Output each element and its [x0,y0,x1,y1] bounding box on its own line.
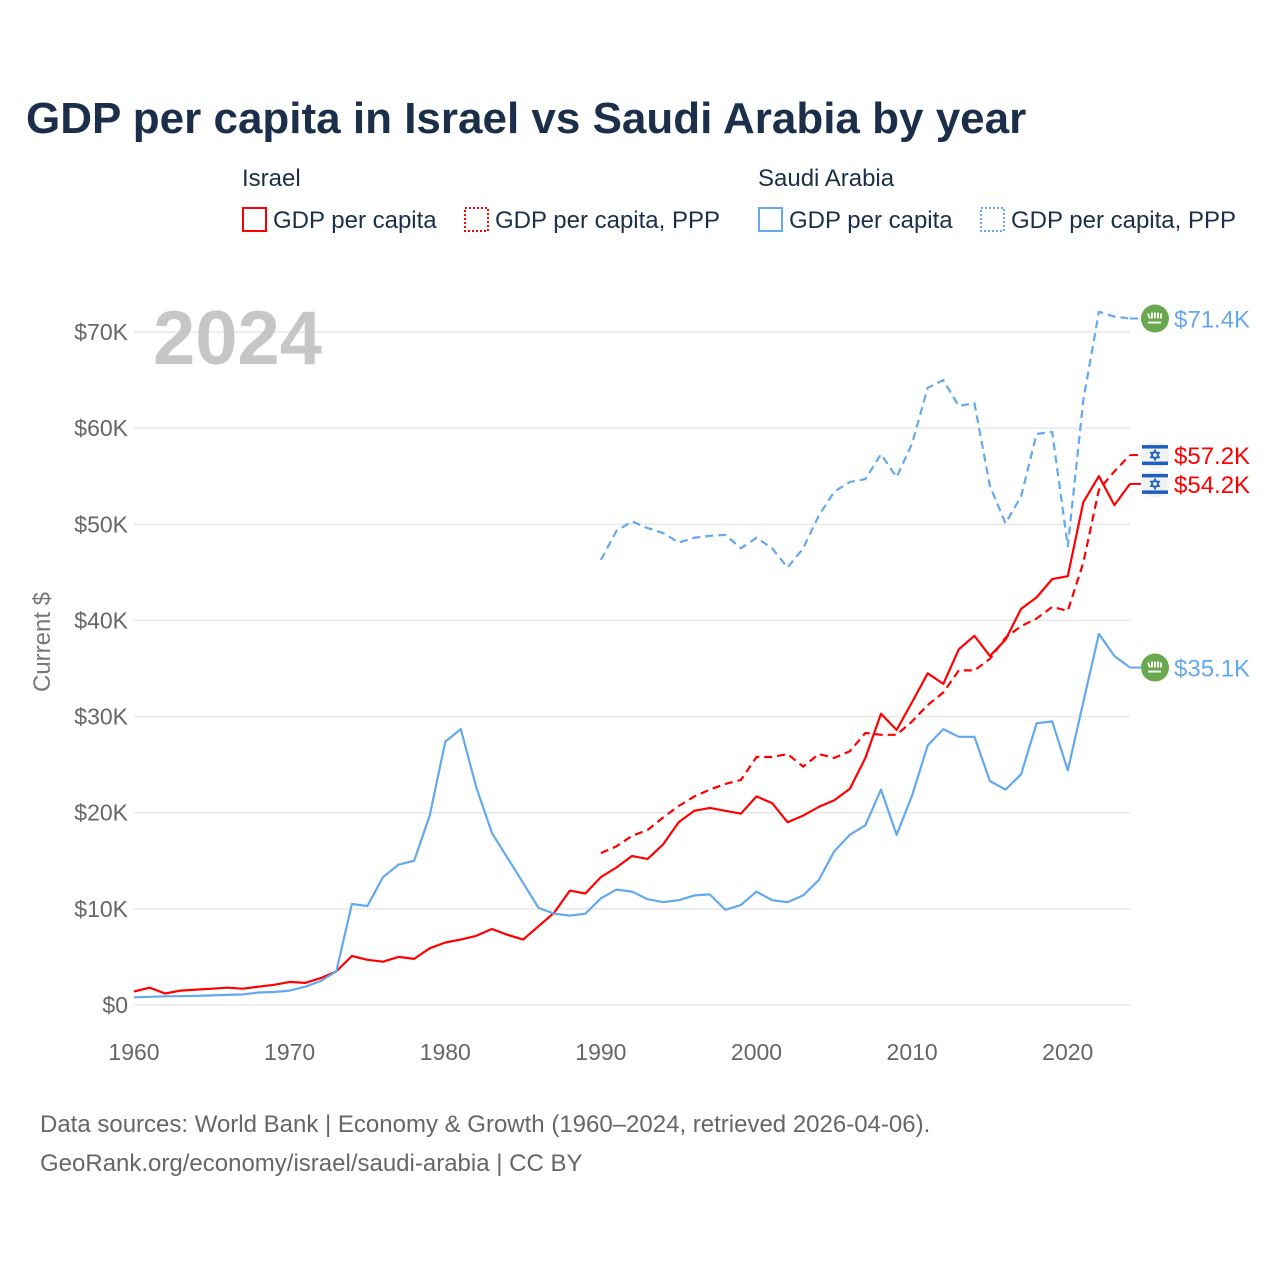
legend-label-israel-ppp[interactable]: GDP per capita, PPP [495,207,720,234]
legend-label-israel-gdp[interactable]: GDP per capita [273,207,437,234]
y-tick-label: $40K [74,607,128,633]
y-axis-label: Current $ [29,592,56,692]
legend-label-saudi-ppp[interactable]: GDP per capita, PPP [1011,207,1236,234]
series-line-israel-ppp [600,454,1131,855]
y-axis-ticks: $0 $10K $20K $30K $40K $50K $60K $70K [74,319,128,1018]
x-tick-label: 2010 [887,1039,938,1065]
chart-title: GDP per capita in Israel vs Saudi Arabia… [26,94,1026,143]
legend-label-saudi-gdp[interactable]: GDP per capita [789,207,953,234]
legend-swatch-saudi-gdp [758,207,783,232]
x-axis-ticks: 1960 1970 1980 1990 2000 2010 2020 [108,1039,1093,1065]
israel-flag-icon [1141,469,1169,498]
x-tick-label: 2000 [731,1039,782,1065]
end-value-label: $57.2K [1174,443,1250,470]
y-tick-label: $20K [74,800,128,826]
legend-group-saudi: Saudi Arabia [758,165,895,192]
end-value-label: $71.4K [1174,307,1250,334]
y-tick-label: $10K [74,896,128,922]
series-line-saudi-arabia-ppp [599,310,1131,569]
footer-link[interactable]: GeoRank.org/economy/israel/saudi-arabia … [40,1150,582,1177]
gridlines [134,331,1130,1006]
saudi-flag-icon [1141,653,1169,682]
current-year-label: 2024 [153,296,322,381]
end-labels: $54.2K$57.2K $35.1K $71.4K [1141,304,1250,683]
y-tick-label: $50K [74,511,128,537]
x-tick-label: 2020 [1042,1039,1093,1065]
legend-swatch-israel-gdp [242,207,267,232]
end-value-label: $35.1K [1174,656,1250,683]
x-tick-label: 1990 [575,1039,626,1065]
legend-swatch-saudi-ppp [980,207,1005,232]
israel-flag-icon [1141,441,1169,470]
end-value-label: $54.2K [1174,472,1250,499]
series-line-saudi-arabia-gdp [133,632,1131,999]
y-tick-label: $60K [74,415,128,441]
legend-swatch-israel-ppp [464,207,489,232]
saudi-flag-icon [1141,304,1169,333]
x-tick-label: 1970 [264,1039,315,1065]
series-line-israel-gdp [133,475,1131,995]
legend: Israel GDP per capita GDP per capita, PP… [242,165,1236,234]
y-tick-label: $70K [74,319,128,345]
y-tick-label: $0 [102,992,128,1018]
x-tick-label: 1980 [420,1039,471,1065]
series-lines [133,310,1141,999]
footer-sources: Data sources: World Bank | Economy & Gro… [40,1111,930,1138]
y-tick-label: $30K [74,704,128,730]
legend-group-israel: Israel [242,165,301,192]
x-tick-label: 1960 [108,1039,159,1065]
